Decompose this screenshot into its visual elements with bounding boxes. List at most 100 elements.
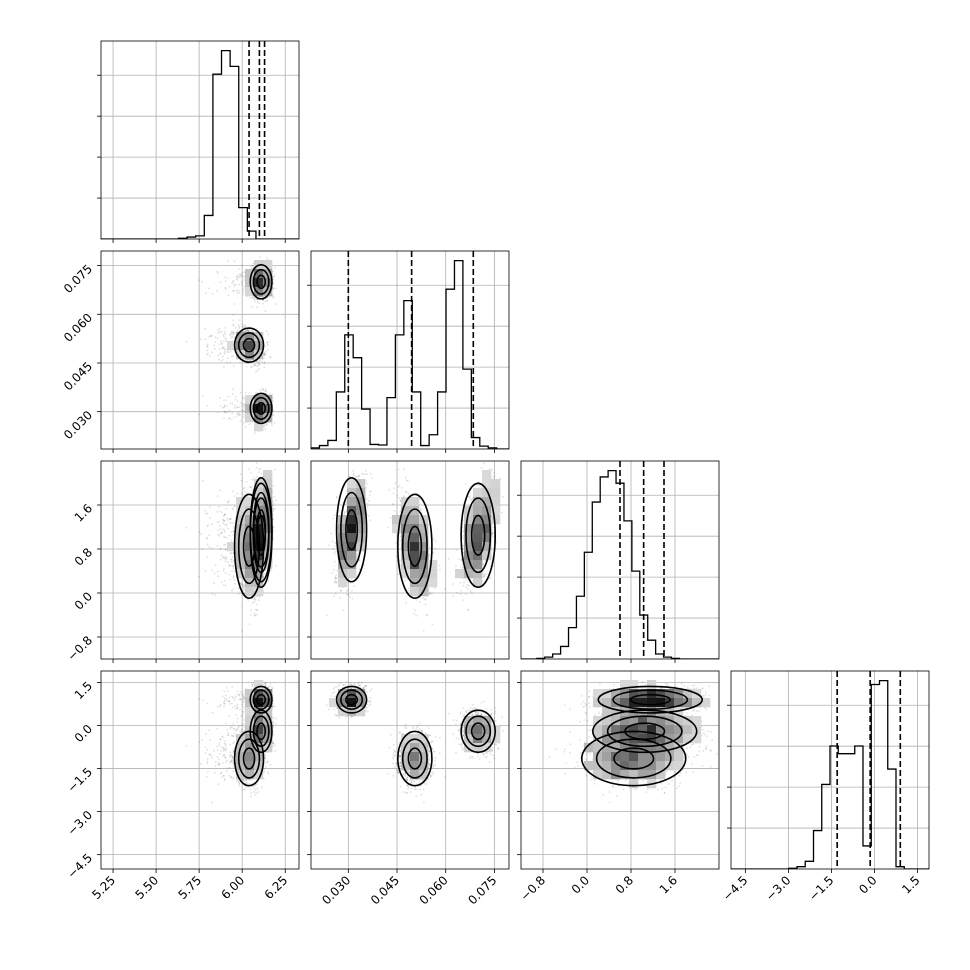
sample-point (229, 517, 232, 520)
sample-point (269, 355, 272, 358)
sample-point (218, 348, 221, 350)
sample-point (265, 423, 268, 426)
sample-point (232, 565, 235, 567)
sample-point (237, 289, 240, 292)
sample-point (222, 515, 225, 517)
sample-point (211, 523, 213, 526)
sample-point (223, 531, 226, 534)
sample-point (253, 298, 256, 301)
sample-point (239, 273, 242, 276)
histogram-steps (521, 470, 719, 659)
sample-point (246, 329, 249, 331)
sample-point (207, 524, 209, 526)
sample-point (254, 297, 256, 300)
density-cell (245, 341, 255, 351)
sample-point (245, 365, 248, 368)
density-cell (263, 287, 273, 297)
sample-point (271, 393, 273, 396)
sample-point (263, 354, 266, 356)
sample-point (243, 276, 246, 279)
sample-point (225, 525, 228, 528)
sample-point (236, 400, 239, 403)
sample-point (230, 336, 233, 339)
contour-level-1 (237, 332, 261, 359)
histogram-steps (101, 50, 299, 239)
sample-point (226, 361, 228, 364)
sample-point (216, 411, 219, 414)
sample-point (264, 353, 267, 355)
sample-point (231, 412, 234, 414)
sample-point (206, 353, 208, 356)
sample-point (229, 402, 232, 405)
sample-point (233, 578, 236, 581)
sample-point (242, 288, 245, 291)
sample-point (263, 362, 266, 365)
sample-point (255, 466, 258, 469)
sample-point (255, 609, 258, 611)
sample-point (206, 556, 209, 558)
sample-point (229, 518, 232, 521)
histogram-panel-2 (517, 460, 720, 660)
sample-point (256, 360, 258, 363)
sample-point (214, 336, 217, 339)
sample-point (224, 411, 227, 414)
sample-point (236, 406, 239, 409)
sample-point (241, 323, 244, 326)
sample-point (236, 413, 239, 415)
y-tick-label-1-3: 0.075 (61, 262, 95, 296)
sample-point (219, 548, 222, 550)
sample-point (224, 338, 227, 341)
sample-point (224, 280, 227, 282)
sample-point (242, 397, 245, 400)
x-tick-label-3-1: −3.0 (763, 873, 794, 904)
panel-border (100, 40, 300, 240)
sample-point (207, 352, 209, 355)
sample-point (246, 359, 249, 362)
sample-point (272, 400, 274, 403)
sample-point (230, 333, 233, 335)
y-tick-label-1-1: 0.045 (61, 359, 95, 393)
sample-point (244, 391, 247, 394)
sample-point (263, 425, 265, 428)
sample-point (223, 417, 225, 420)
sample-point (226, 277, 229, 280)
sample-point (275, 287, 277, 290)
sample-point (248, 330, 250, 333)
sample-point (222, 340, 225, 342)
sample-point (220, 343, 223, 346)
sample-point (222, 359, 224, 361)
sample-point (236, 278, 239, 281)
sample-point (211, 292, 214, 295)
sample-point (262, 388, 265, 391)
sample-point (240, 283, 243, 286)
sample-point (238, 283, 240, 286)
sample-point (223, 399, 225, 402)
sample-point (244, 425, 247, 428)
sample-point (272, 295, 275, 298)
sample-point (210, 334, 213, 337)
sample-point (235, 289, 238, 292)
sample-point (221, 347, 224, 350)
sample-point (263, 352, 265, 355)
sample-point (214, 341, 217, 343)
sample-point (272, 513, 275, 516)
sample-point (222, 335, 225, 338)
sample-point (238, 406, 241, 408)
sample-point (262, 424, 265, 427)
sample-point (229, 334, 232, 337)
sample-point (272, 529, 275, 532)
sample-point (258, 302, 260, 304)
sample-point (258, 360, 260, 363)
sample-point (272, 500, 274, 503)
sample-point (242, 584, 245, 586)
sample-point (224, 543, 227, 546)
density-cell (245, 413, 255, 423)
sample-point (253, 364, 256, 367)
sample-point (217, 329, 220, 332)
sample-point (242, 275, 245, 278)
sample-point (242, 402, 245, 405)
sample-point (258, 256, 261, 258)
sample-point (237, 411, 240, 414)
sample-point (267, 344, 270, 346)
sample-point (223, 567, 225, 570)
